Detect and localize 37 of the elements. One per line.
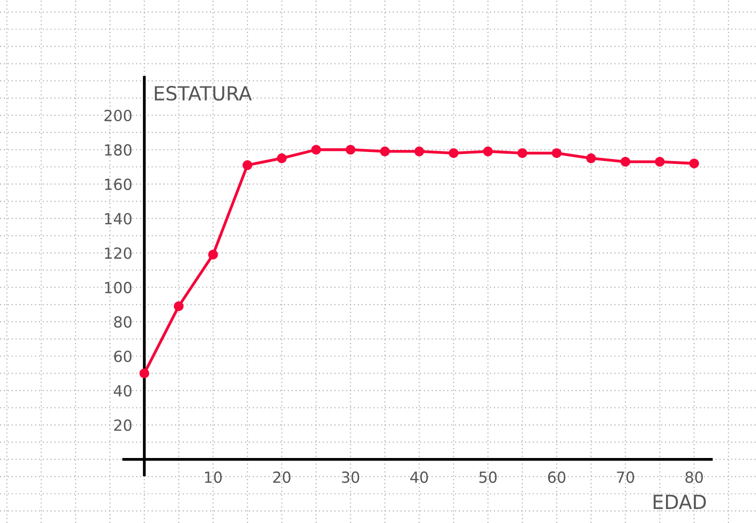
point [448,148,458,158]
y-tick-label: 80 [114,316,132,328]
point [517,148,528,158]
point [208,250,218,260]
y-axis-title: ESTATURA [154,86,252,101]
x-tick-label: 70 [616,471,634,483]
x-tick-label: 30 [342,471,360,483]
point [380,146,390,156]
point [552,148,562,158]
point [139,368,150,378]
y-tick-label: 160 [105,178,132,190]
point [586,153,596,164]
point [346,144,356,155]
x-tick-label: 60 [548,471,566,483]
point [483,146,493,156]
x-tick-label: 80 [685,471,703,483]
y-tick-label: 120 [105,247,132,259]
x-tick-label: 10 [205,471,222,483]
y-tick-label: 200 [104,110,132,122]
point [620,156,630,167]
y-tick-label: 140 [105,212,132,225]
x-tick-label: 20 [273,471,290,483]
point [414,146,424,156]
y-tick-label: 60 [114,350,132,362]
x-tick-label: 50 [479,471,497,483]
y-tick-label: 20 [114,419,132,431]
point [654,156,665,167]
x-tick-label: 40 [410,471,428,483]
y-tick-label: 100 [105,282,132,294]
y-tick-label: 180 [105,144,132,156]
y-tick-label: 40 [114,384,132,397]
point [689,158,700,168]
point [174,301,184,312]
point [276,153,287,164]
point [242,160,252,170]
point [311,144,322,155]
x-axis-title: EDAD [654,494,706,509]
